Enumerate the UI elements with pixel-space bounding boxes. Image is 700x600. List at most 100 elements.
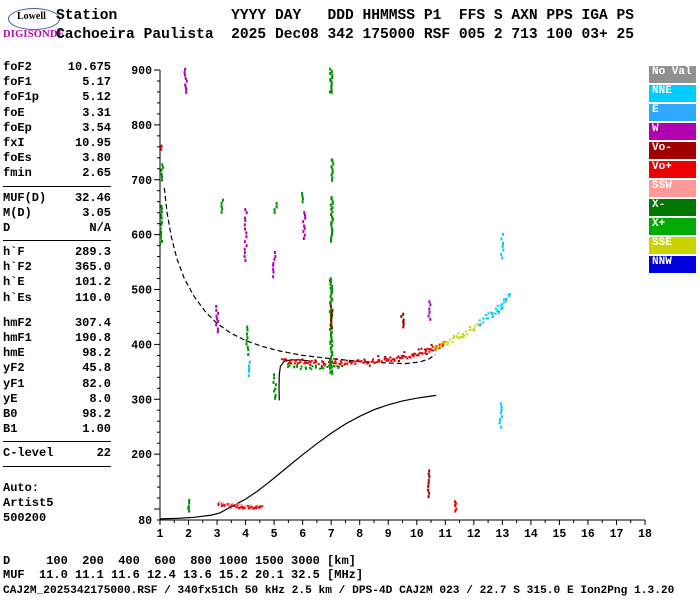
legend-item-nne: NNE bbox=[649, 85, 696, 102]
spread-7mhz-green-mid bbox=[329, 196, 334, 243]
param-separator bbox=[3, 240, 111, 242]
param-label: foF1p bbox=[3, 90, 40, 105]
param-label: yE bbox=[3, 391, 18, 406]
legend-item-no-val: No Val bbox=[649, 66, 696, 83]
param-muf-d-: MUF(D) 32.46 bbox=[3, 191, 111, 206]
header-block: Station YYYY DAY DDD HHMMSS P1 FFS S AXN… bbox=[56, 7, 634, 45]
param-label: h`F2 bbox=[3, 260, 32, 275]
legend-item-x-: X- bbox=[649, 199, 696, 216]
svg-text:12: 12 bbox=[467, 528, 481, 541]
param-label: yF2 bbox=[3, 361, 25, 376]
param-gap bbox=[3, 306, 111, 316]
spread-5mhz-green-high bbox=[273, 201, 278, 215]
svg-text:17: 17 bbox=[610, 528, 624, 541]
param-value: 10.95 bbox=[74, 135, 111, 150]
param-ye: yE 8.0 bbox=[3, 392, 111, 407]
param-value: 45.8 bbox=[82, 361, 111, 376]
spread-104mhz-magenta bbox=[427, 300, 432, 321]
param-label: foEs bbox=[3, 151, 32, 166]
param-value: 98.2 bbox=[82, 406, 111, 421]
param-label: foEp bbox=[3, 120, 32, 135]
param-artist5: Artist5 bbox=[3, 496, 111, 511]
spread-4mhz-magenta bbox=[243, 208, 248, 262]
spread-1mhz-red bbox=[160, 144, 163, 151]
lowell-digisonde-logo: Lowell DIGISONDE bbox=[2, 5, 66, 49]
logo-lowell-text: Lowell bbox=[17, 11, 46, 22]
header-fields-line: Station YYYY DAY DDD HHMMSS P1 FFS S AXN… bbox=[56, 8, 635, 24]
spread-6mhz-magenta bbox=[302, 211, 307, 240]
f-trace-x-mode bbox=[286, 363, 340, 371]
param-fof2: foF2 10.675 bbox=[3, 60, 111, 75]
spread-5mhz-magenta bbox=[272, 251, 277, 279]
param-value: 289.3 bbox=[74, 245, 111, 260]
svg-text:10: 10 bbox=[410, 528, 424, 541]
legend-item-x-: X+ bbox=[649, 218, 696, 235]
param-value: 32.46 bbox=[74, 190, 111, 205]
legend-item-ssw: SSW bbox=[649, 180, 696, 197]
param-value: 3.54 bbox=[82, 120, 111, 135]
svg-text:800: 800 bbox=[131, 120, 152, 133]
svg-text:4: 4 bbox=[242, 528, 249, 541]
f-trace-nne bbox=[478, 293, 511, 327]
spread-5mhz-green bbox=[272, 373, 277, 400]
param-value: 22 bbox=[96, 446, 111, 461]
param-h-f: h`F 289.3 bbox=[3, 245, 111, 260]
param-h-e: h`E 101.2 bbox=[3, 275, 111, 290]
spread-2mhz-green-low bbox=[187, 499, 191, 513]
param-foes: foEs 3.80 bbox=[3, 151, 111, 166]
param-label: B1 bbox=[3, 422, 18, 437]
spread-13mhz-cyan-high bbox=[500, 232, 505, 260]
bottom-tables: D 100 200 400 600 800 1000 1500 3000 [km… bbox=[3, 554, 363, 582]
direction-legend: No Val NNE E W Vo- Vo+ SSW X- X+ SSE NNW bbox=[649, 66, 696, 275]
logo-digisonde-text: DIGISONDE bbox=[3, 29, 65, 40]
svg-text:15: 15 bbox=[553, 528, 567, 541]
param-500200: 500200 bbox=[3, 511, 111, 526]
param-b0: B0 98.2 bbox=[3, 407, 111, 422]
param-value: 190.8 bbox=[74, 331, 111, 345]
spread-3mhz-magenta bbox=[215, 304, 220, 334]
param-value: 5.17 bbox=[82, 75, 111, 90]
param-hme: hmE 98.2 bbox=[3, 346, 111, 361]
param-label: Artist5 bbox=[3, 495, 54, 510]
param-m-d-: M(D) 3.05 bbox=[3, 206, 111, 221]
spread-3mhz-green bbox=[220, 198, 224, 214]
param-label: M(D) bbox=[3, 205, 32, 220]
es-trace-vo-plus bbox=[217, 502, 264, 510]
param-label: h`Es bbox=[3, 290, 32, 305]
svg-text:11: 11 bbox=[438, 528, 452, 541]
param-auto-: Auto: bbox=[3, 481, 111, 496]
param-c-level: C-level 22 bbox=[3, 446, 111, 461]
param-value: 8.0 bbox=[89, 391, 111, 406]
param-value: 101.2 bbox=[74, 275, 111, 290]
param-label: Auto: bbox=[3, 480, 40, 495]
param-d: D N/A bbox=[3, 221, 111, 236]
spread-113mhz-red-low bbox=[454, 500, 458, 513]
param-label: fmin bbox=[3, 166, 32, 181]
param-fof1p: foF1p 5.12 bbox=[3, 90, 111, 105]
svg-text:16: 16 bbox=[581, 528, 595, 541]
spread-4mhz-green bbox=[245, 325, 250, 356]
param-h-f2: h`F2 365.0 bbox=[3, 260, 111, 275]
legend-item-vo-: Vo- bbox=[649, 142, 696, 159]
legend-item-vo-: Vo+ bbox=[649, 161, 696, 178]
param-value: 3.31 bbox=[82, 105, 111, 120]
param-value: 3.80 bbox=[82, 151, 111, 166]
param-value: 110.0 bbox=[74, 290, 111, 305]
param-yf1: yF1 82.0 bbox=[3, 377, 111, 392]
true-height-profile bbox=[159, 394, 437, 520]
svg-text:300: 300 bbox=[131, 394, 152, 407]
param-value: 3.05 bbox=[82, 205, 111, 220]
param-value: 2.65 bbox=[82, 166, 111, 181]
param-separator bbox=[3, 185, 111, 187]
header-values-line: Cachoeira Paulista 2025 Dec08 342 175000… bbox=[56, 27, 635, 43]
param-separator bbox=[3, 441, 111, 443]
spread-104mhz-darkred-low bbox=[427, 469, 431, 499]
param-fmin: fmin 2.65 bbox=[3, 166, 111, 181]
param-value: 82.0 bbox=[82, 376, 111, 391]
param-label: hmE bbox=[3, 346, 25, 361]
param-label: foF1 bbox=[3, 75, 32, 90]
svg-text:7: 7 bbox=[328, 528, 335, 541]
param-hmf1: hmF1 190.8 bbox=[3, 331, 111, 346]
param-value: 1.00 bbox=[82, 422, 111, 437]
